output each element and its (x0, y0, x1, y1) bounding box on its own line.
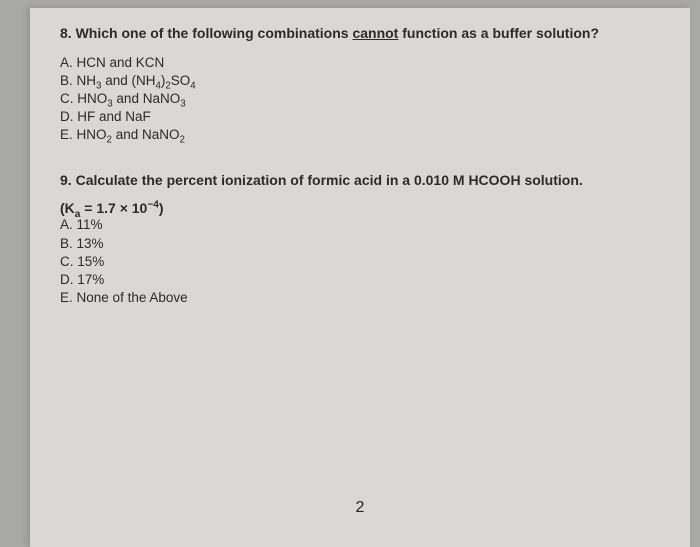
option-text: 13% (77, 236, 104, 251)
q9-option-b: B. 13% (60, 235, 660, 253)
q8-option-a: A. HCN and KCN (60, 54, 660, 72)
q9-option-e: E. None of the Above (60, 289, 660, 307)
option-text: NH3 and (NH4)2SO4 (77, 73, 196, 88)
ka-pre: (K (60, 200, 75, 216)
option-text: 15% (77, 254, 104, 269)
q8-prompt-post: function as a buffer solution? (398, 25, 599, 41)
option-text: 17% (77, 272, 104, 287)
q9-prompt-text: Calculate the percent ionization of form… (76, 172, 583, 188)
option-text: HF and NaF (77, 109, 151, 124)
option-text: HCN and KCN (77, 55, 165, 70)
ka-eq: = 1.7 × 10 (80, 200, 147, 216)
q9-option-a: A. 11% (60, 216, 660, 234)
q8-underline: cannot (352, 25, 398, 41)
q8-options: A. HCN and KCN B. NH3 and (NH4)2SO4 C. H… (60, 54, 660, 145)
q9-number: 9. (60, 172, 72, 188)
question-8: 8. Which one of the following combinatio… (60, 24, 660, 145)
q9-option-d: D. 17% (60, 271, 660, 289)
option-letter: E. (60, 290, 73, 305)
option-letter: B. (60, 73, 73, 88)
worksheet-page: 8. Which one of the following combinatio… (30, 8, 690, 547)
option-letter: E. (60, 127, 73, 142)
q8-option-d: D. HF and NaF (60, 108, 660, 126)
q9-options: A. 11% B. 13% C. 15% D. 17% E. None of t… (60, 216, 660, 307)
option-letter: A. (60, 55, 73, 70)
option-letter: B. (60, 236, 73, 251)
option-text: HNO2 and NaNO2 (77, 127, 185, 142)
option-letter: A. (60, 217, 73, 232)
option-letter: D. (60, 109, 74, 124)
q8-prompt: 8. Which one of the following combinatio… (60, 24, 660, 44)
q9-ka-line: (Ka = 1.7 × 10−4) (60, 200, 660, 216)
q8-prompt-pre: Which one of the following combinations (76, 25, 353, 41)
q9-prompt: 9. Calculate the percent ionization of f… (60, 171, 660, 191)
ka-close: ) (159, 200, 164, 216)
option-text: 11% (77, 217, 103, 232)
option-text: HNO3 and NaNO3 (77, 91, 185, 106)
option-text: None of the Above (77, 290, 188, 305)
q8-option-c: C. HNO3 and NaNO3 (60, 90, 660, 108)
option-letter: C. (60, 254, 74, 269)
q8-number: 8. (60, 25, 72, 41)
q8-option-e: E. HNO2 and NaNO2 (60, 126, 660, 144)
question-9: 9. Calculate the percent ionization of f… (60, 171, 660, 308)
q9-option-c: C. 15% (60, 253, 660, 271)
option-letter: C. (60, 91, 74, 106)
page-number: 2 (356, 499, 365, 517)
ka-exp: −4 (147, 200, 159, 211)
q8-option-b: B. NH3 and (NH4)2SO4 (60, 72, 660, 90)
option-letter: D. (60, 272, 74, 287)
